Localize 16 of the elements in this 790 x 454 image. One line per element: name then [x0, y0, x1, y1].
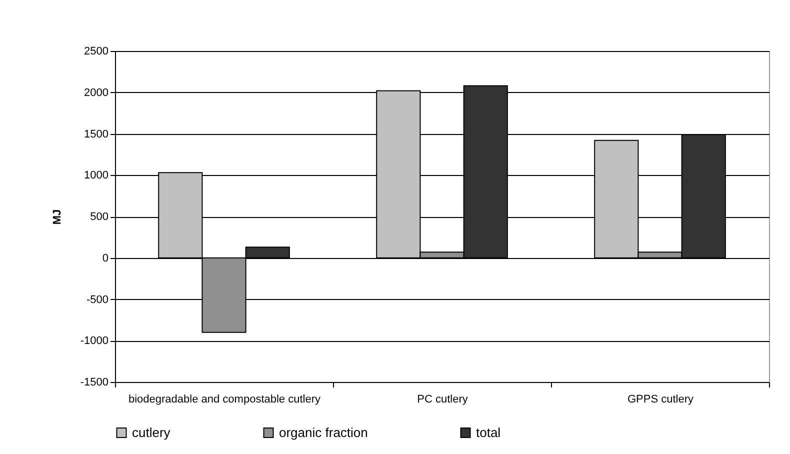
legend-label: organic fraction [279, 424, 368, 440]
y-tick-label: -1000 [80, 335, 108, 348]
y-tick-label: 1500 [84, 128, 108, 140]
y-tick-label: 2500 [84, 46, 108, 58]
y-tick-label: 2000 [84, 86, 108, 99]
y-tick-label: 500 [90, 211, 108, 223]
legend-label: cutlery [132, 424, 171, 440]
x-tick-label: PC cutlery [417, 394, 468, 406]
y-tick-label: -500 [86, 294, 108, 306]
y-axis-title: MJ [51, 209, 64, 225]
x-tick-label: GPPS cutlery [627, 394, 694, 406]
legend-label: total [476, 424, 501, 440]
y-tick-label: 1000 [84, 170, 108, 182]
y-tick-label: -1500 [80, 376, 108, 388]
y-tick-label: 0 [102, 252, 108, 264]
x-tick-label: biodegradable and compostable cutlery [128, 394, 321, 406]
